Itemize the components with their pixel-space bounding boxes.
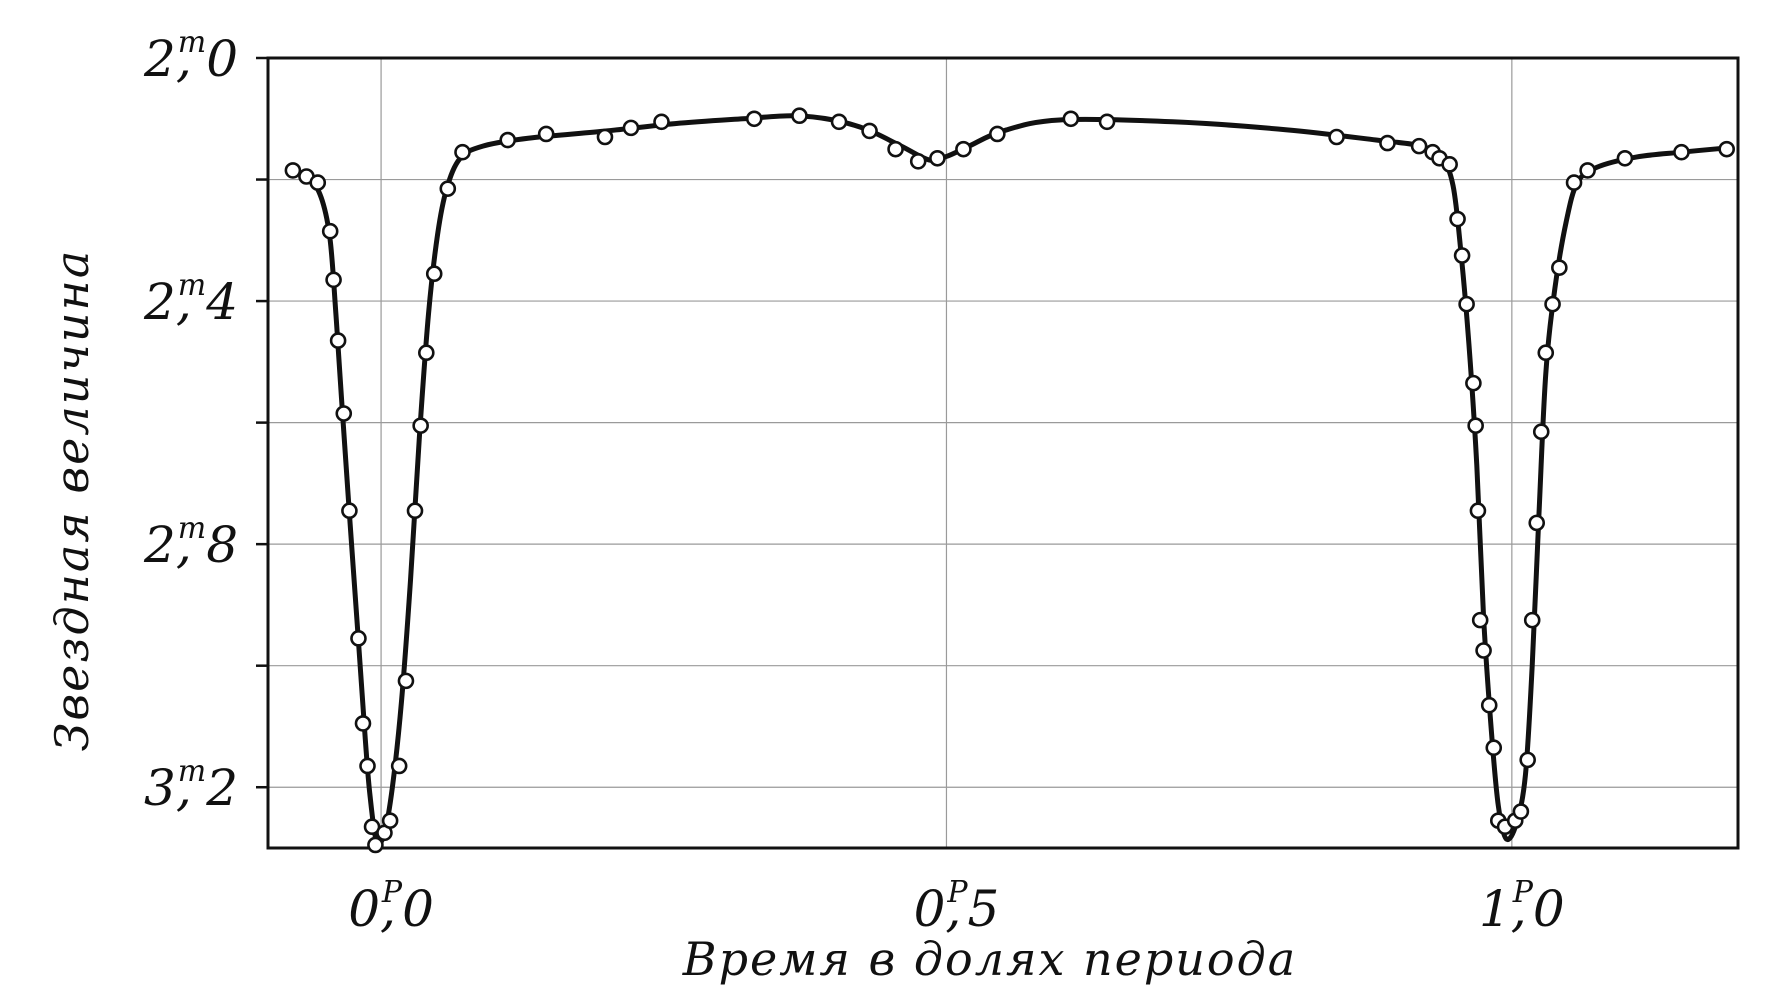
data-point [929,149,946,167]
y-tick-label: 3,m2 [144,754,238,817]
data-point [1098,113,1116,131]
data-point [335,405,353,422]
data-point [341,502,358,520]
data-point [1062,110,1080,128]
data-point [499,131,517,149]
data-point [325,271,342,289]
data-point [1465,374,1482,392]
data-point [1471,611,1489,629]
data-point [830,113,848,131]
data-point [989,125,1006,143]
data-point [745,110,763,128]
data-point [653,113,670,131]
data-point [1616,149,1634,167]
data-point [390,757,408,775]
data-point [791,107,808,125]
data-point [284,162,302,179]
y-tick-label: 2,m8 [143,511,238,574]
data-point [418,344,435,362]
data-point [412,417,429,434]
data-point [1565,174,1583,191]
data-point [1379,134,1396,152]
data-point [1458,295,1475,313]
data-point [1551,259,1568,276]
data-point [861,122,878,140]
data-point [1528,514,1546,532]
y-tick-label: 2,m0 [143,25,238,88]
data-point [1449,210,1466,228]
data-point [1512,803,1530,820]
data-point [1537,344,1555,362]
data-point [309,174,327,191]
data-point [1532,423,1550,441]
data-point [1410,137,1428,155]
data-point [1579,162,1596,179]
data-point [1718,140,1735,158]
grid-layer [268,58,1738,848]
data-point [909,153,927,170]
y-tick-label: 2,m4 [143,268,238,331]
data-point [1475,642,1492,659]
data-point [350,630,367,647]
data-point [537,125,555,143]
y-axis-title: Звездная величина [45,249,99,752]
data-point [425,265,443,283]
x-tick-label: 0,P0 [348,875,434,938]
data-point [367,836,384,854]
data-point [887,140,904,158]
data-point [381,812,399,829]
data-point [596,128,614,146]
data-point [1480,696,1498,714]
x-tick-label: 0,P5 [914,875,1000,938]
data-point [1544,295,1561,313]
data-point [359,757,376,775]
data-point [622,119,640,137]
x-axis-title: Время в долях периода [682,932,1297,986]
plot-frame [266,56,1740,850]
data-point [354,715,372,732]
tick-layer: 2,m0 2,m4 2,m8 3,m2 0,P0 0,P5 1,P0 [143,25,1565,938]
data-point [321,222,339,240]
data-point [1673,143,1690,161]
data-point [329,332,347,349]
data-point [454,143,471,161]
data-point [1523,611,1541,629]
data-point [1519,751,1536,769]
x-tick-label: 1,P0 [1479,875,1565,938]
data-point [439,180,457,197]
point-layer [284,107,1735,854]
data-point [1467,417,1484,434]
data-point [406,502,424,520]
data-point [397,672,415,690]
data-point [1453,247,1471,264]
data-point [1485,739,1503,757]
data-point [955,140,972,158]
data-point [1328,128,1345,146]
data-point [1441,156,1458,173]
data-point [1469,502,1487,520]
